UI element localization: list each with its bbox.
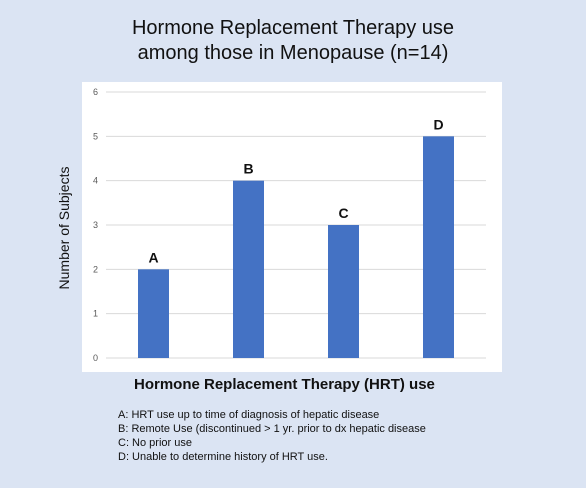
chart-title: Hormone Replacement Therapy use among th… xyxy=(0,16,586,66)
y-axis-label: Number of Subjects xyxy=(56,166,72,290)
y-tick-label: 6 xyxy=(93,87,98,97)
note-b: B: Remote Use (discontinued > 1 yr. prio… xyxy=(118,423,426,435)
data-label-a: A xyxy=(148,249,158,265)
bar-chart: 0 1 2 3 4 5 6 A B C D xyxy=(93,87,486,363)
note-a: A: HRT use up to time of diagnosis of he… xyxy=(118,409,380,421)
bar-a xyxy=(138,269,169,358)
bar-c xyxy=(328,225,359,358)
y-tick-label: 3 xyxy=(93,220,98,230)
y-tick-label: 2 xyxy=(93,264,98,274)
note-c: C: No prior use xyxy=(118,437,192,449)
y-tick-label: 5 xyxy=(93,131,98,141)
y-tick-label: 0 xyxy=(93,353,98,363)
y-tick-label: 4 xyxy=(93,176,98,186)
data-label-b: B xyxy=(243,161,253,177)
legend-notes: A: HRT use up to time of diagnosis of he… xyxy=(118,408,426,464)
bar-d xyxy=(423,136,454,358)
data-label-c: C xyxy=(338,205,348,221)
x-axis-label: Hormone Replacement Therapy (HRT) use xyxy=(134,376,435,393)
bar-b xyxy=(233,180,264,358)
note-d: D: Unable to determine history of HRT us… xyxy=(118,451,328,463)
chart-title-line-1: Hormone Replacement Therapy use xyxy=(131,17,455,39)
y-tick-label: 1 xyxy=(93,309,98,319)
chart-title-line-2: among those in Menopause (n=14) xyxy=(137,42,449,64)
plot-area: 0 1 2 3 4 5 6 A B C D xyxy=(82,82,502,372)
data-label-d: D xyxy=(433,116,443,132)
